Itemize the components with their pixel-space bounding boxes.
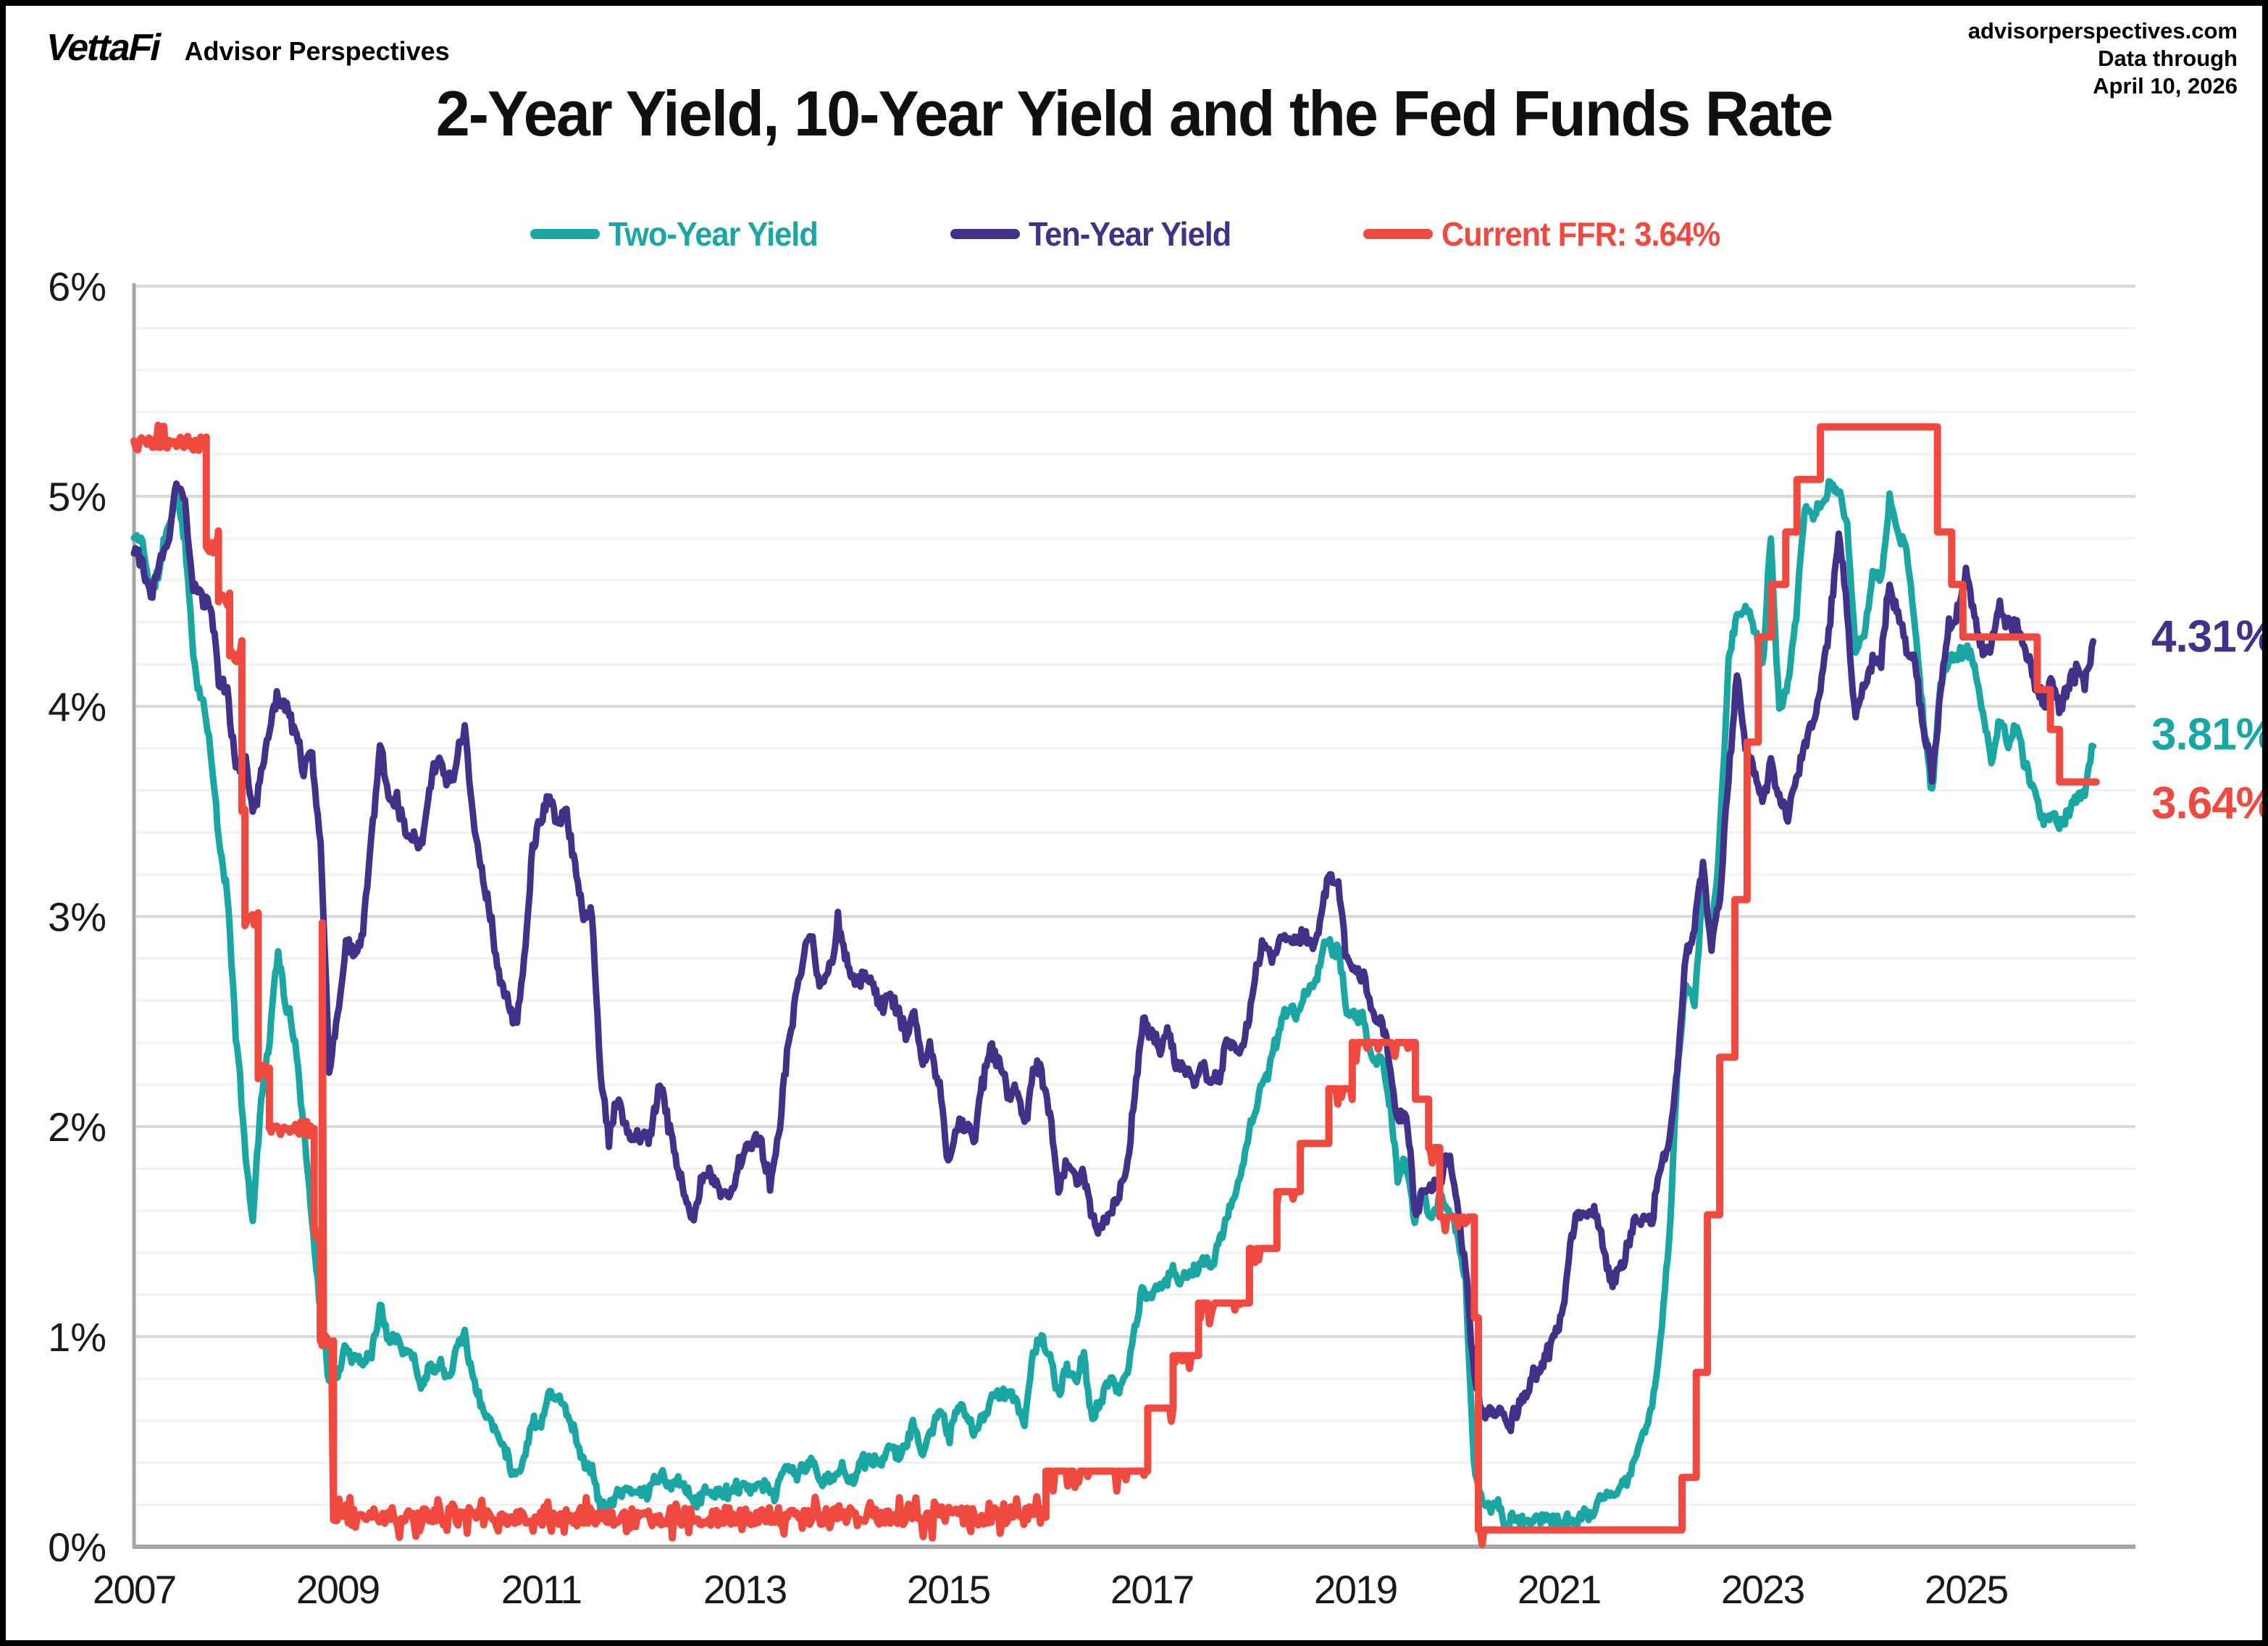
legend-label-two-year: Two-Year Yield — [608, 215, 819, 253]
x-tick-label: 2017 — [1110, 1567, 1193, 1612]
x-tick-label: 2023 — [1721, 1567, 1804, 1612]
end-label-ffr: 3.64% — [2151, 778, 2268, 829]
legend: Two-Year Yield Ten-Year Yield Current FF… — [6, 214, 2262, 254]
two-year-swatch-icon — [530, 229, 600, 239]
end-label-two-year: 3.81% — [2151, 709, 2268, 760]
y-tick-label: 3% — [48, 894, 106, 940]
legend-item-two-year: Two-Year Yield — [530, 214, 831, 254]
ten-year-swatch-icon — [950, 229, 1021, 239]
x-tick-label: 2019 — [1314, 1567, 1397, 1612]
data-through-date: April 10, 2026 — [2093, 72, 2238, 99]
y-tick-label: 5% — [48, 474, 106, 519]
end-label-ten-year: 4.31% — [2151, 611, 2268, 662]
legend-item-ten-year: Ten-Year Yield — [950, 214, 1244, 254]
y-tick-label: 2% — [48, 1104, 106, 1150]
x-tick-label: 2013 — [703, 1567, 787, 1612]
vettafi-brand: VettaFi Advisor Perspectives — [42, 26, 450, 70]
x-tick-label: 2015 — [907, 1567, 990, 1612]
x-tick-label: 2011 — [501, 1567, 581, 1612]
legend-label-ten-year: Ten-Year Yield — [1029, 215, 1231, 253]
source-attribution: advisorperspectives.com Data through Apr… — [1968, 17, 2238, 99]
brand-subtitle: Advisor Perspectives — [184, 36, 450, 66]
x-tick-label: 2007 — [93, 1567, 175, 1612]
ffr-swatch-icon — [1363, 229, 1434, 239]
x-tick-label: 2025 — [1925, 1567, 2008, 1612]
fed-funds-rate-line — [130, 422, 2100, 1548]
two-year-yield-line — [130, 477, 2097, 1532]
page-title: 2-Year Yield, 10-Year Yield and the Fed … — [435, 78, 1833, 149]
y-tick-label: 4% — [48, 684, 106, 730]
x-tick-label: 2009 — [296, 1567, 379, 1612]
source-url: advisorperspectives.com — [1967, 18, 2238, 43]
y-tick-label: 0% — [48, 1524, 106, 1570]
y-tick-label: 6% — [48, 264, 106, 309]
ten-year-yield-line — [130, 480, 2097, 1434]
yield-chart: 0% 1% 2% 3% 4% 5% 6% 2007 2009 2011 2013 2015 2017 20… — [48, 264, 2135, 1612]
x-tick-label: 2021 — [1518, 1567, 1600, 1612]
data-through-label: Data through — [2098, 45, 2238, 71]
legend-label-ffr: Current FFR: 3.64% — [1441, 215, 1720, 253]
legend-item-ffr: Current FFR: 3.64% — [1363, 214, 1738, 254]
y-tick-label: 1% — [48, 1314, 106, 1360]
